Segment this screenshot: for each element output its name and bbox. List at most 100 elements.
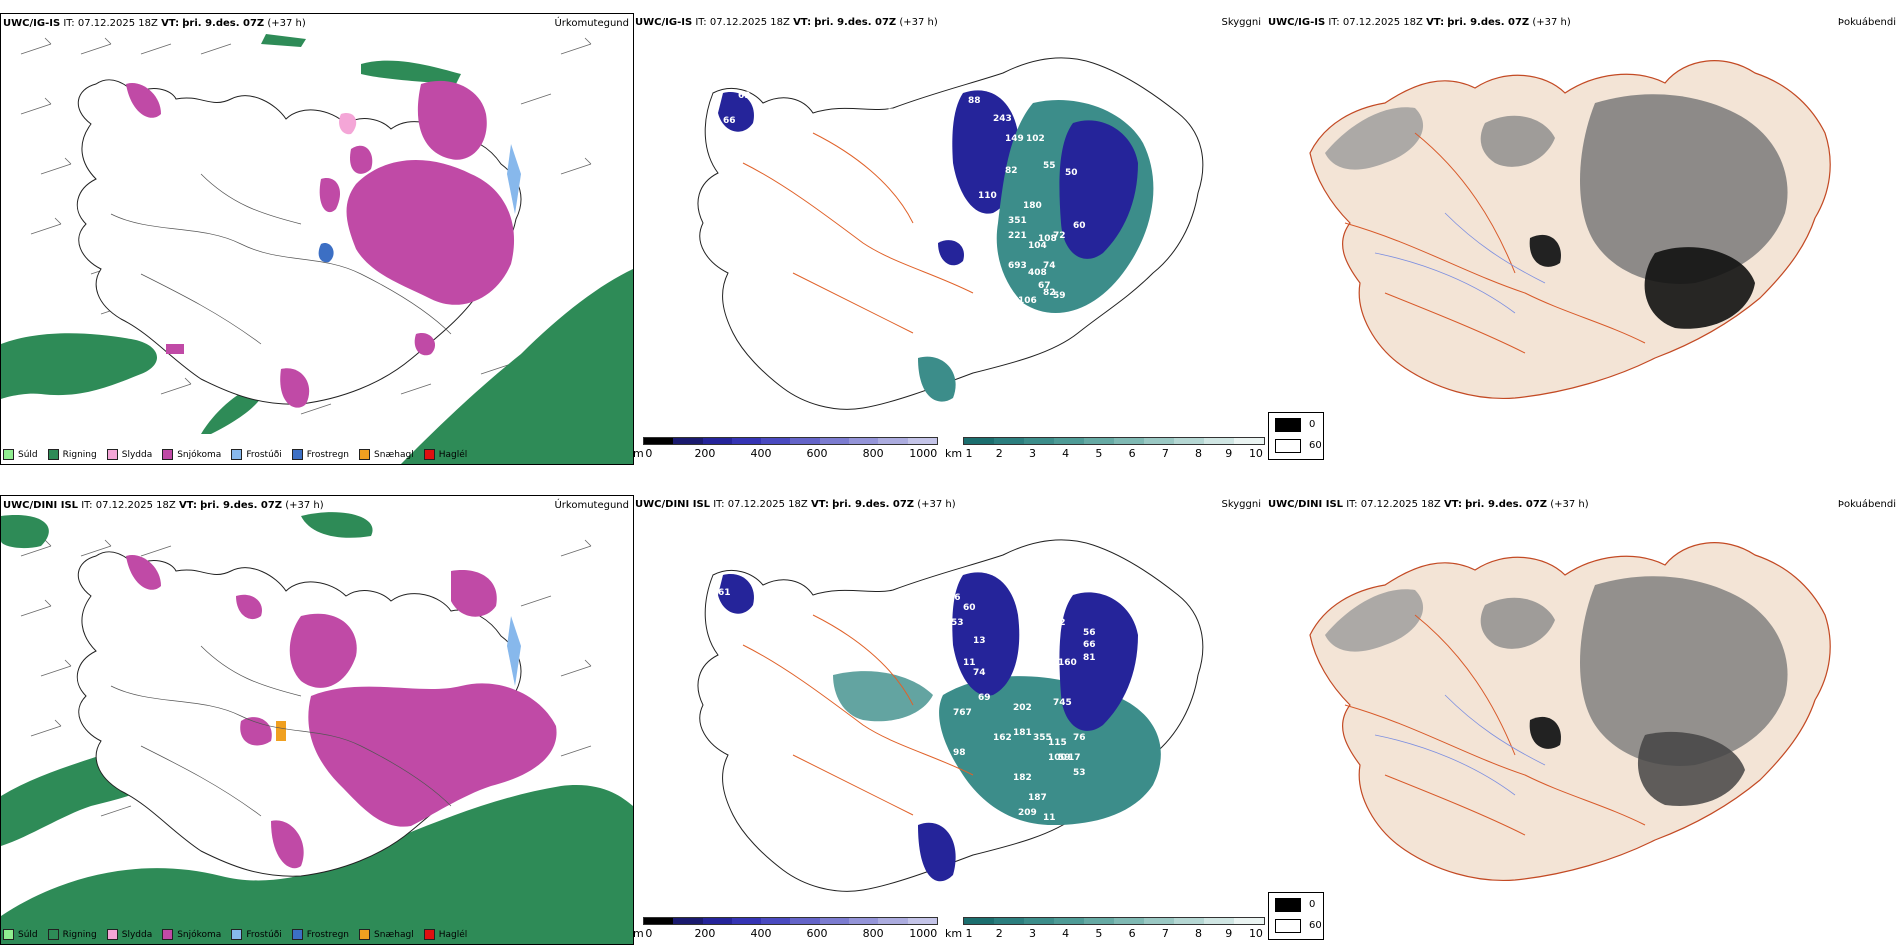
snow-area (308, 683, 557, 827)
cloud-map-top: 69 66 11 12 84 73 55 52 63 67 70 46 83 99 73 88 243 149 10… (633, 13, 1265, 463)
lead-time: (+37 h) (285, 500, 324, 511)
snow-area (280, 368, 310, 408)
snow-area (346, 160, 515, 305)
elevation-label: 74 (1043, 261, 1056, 271)
elevation-label: 355 (1033, 733, 1052, 743)
elevation-label: 61 (931, 588, 944, 598)
tick: 600 (806, 447, 828, 460)
legend-label: Súld (18, 929, 38, 940)
legend-label: Slydda (121, 449, 153, 460)
rain-area (301, 512, 373, 538)
tick: 8 (1195, 447, 1203, 460)
fog-high-label: 0 (1309, 899, 1316, 910)
rain-area (1, 785, 633, 944)
ptype-legend: Súld Rigning Slydda Snjókoma Frostúði Fr… (3, 449, 467, 460)
model-name: UWC/IG-IS (635, 17, 693, 28)
valid-time: þri. 9.des. 07Z (814, 17, 897, 28)
tick: 200 (694, 927, 716, 940)
swatch (359, 929, 371, 940)
visibility-colorbar-top: km 1 2 3 4 5 6 7 8 9 10 (945, 437, 1265, 467)
ptype-map-top: UWC/IG-IS IT: 07.12.2025 18Z VT: þri. 9.… (0, 13, 634, 465)
visibility-colorbar-bottom: km 1 2 3 4 5 6 7 8 9 10 (945, 917, 1265, 947)
elevation-label: 73 (913, 206, 926, 216)
elevation-label: 84 (801, 156, 814, 166)
fog-shading (1325, 589, 1424, 652)
map-header: UWC/DINI ISL IT: 07.12.2025 18Z VT: þri.… (3, 500, 324, 511)
tick: 8 (1195, 927, 1203, 940)
freezing-rain-area (318, 243, 334, 263)
legend-label: Frostúði (246, 449, 282, 460)
cloud-low-area (718, 574, 754, 614)
elevation-label: 221 (1008, 231, 1027, 241)
swatch (106, 449, 118, 460)
elevation-label: 74 (973, 668, 986, 678)
fog-shading (1644, 247, 1755, 329)
lead-time: (+37 h) (267, 18, 306, 29)
tick: 1000 (909, 447, 938, 460)
tick: 600 (806, 927, 828, 940)
elevation-label: 11 (1043, 813, 1056, 823)
fog-shading (1637, 731, 1745, 806)
sleet-area (339, 113, 357, 135)
fog-map-svg-top (1309, 60, 1831, 400)
elevation-label: 55 (901, 134, 914, 144)
rain-area (261, 34, 306, 47)
elevation-label: 17 (993, 833, 1006, 843)
fog-high-label: 0 (1309, 419, 1316, 430)
fog-high-swatch (1275, 418, 1301, 432)
fog-legend-bottom: 0 60 (1268, 892, 1324, 940)
elevation-label: 167 (1028, 573, 1047, 583)
tick: 9 (1225, 927, 1233, 940)
legend-label: Haglél (438, 449, 468, 460)
swatch (47, 929, 59, 940)
valid-time-label: VT: (810, 499, 829, 510)
elevation-label: 83 (968, 276, 981, 286)
swatch (106, 929, 118, 940)
tick: 1 (965, 927, 973, 940)
elevation-label: 11 (743, 136, 756, 146)
snow-area (240, 717, 272, 746)
snow-area (350, 145, 373, 174)
fog-map-bottom: Þokuábendi (1265, 495, 1900, 895)
legend-drizzle: Súld (3, 929, 38, 940)
snow-area (319, 178, 341, 213)
map-header: UWC/IG-IS IT: 07.12.2025 18Z VT: þri. 9.… (3, 18, 306, 29)
elevation-label: 59 (1058, 753, 1071, 763)
elevation-label: 67 (903, 186, 916, 196)
legend-sleet: Slydda (106, 449, 153, 460)
ptype-title: Úrkomutegund (554, 500, 629, 511)
legend-freezing-rain: Frostregn (291, 449, 349, 460)
elevation-label: 83 (918, 166, 931, 176)
legend-freezing-drizzle: Frostúði (231, 449, 282, 460)
elevation-label: 66 (1083, 640, 1096, 650)
swatch (3, 449, 14, 460)
elevation-label: 93 (753, 608, 766, 618)
elevation-label: 745 (1053, 698, 1072, 708)
legend-label: Snjókoma (177, 449, 222, 460)
elevation-label: 76 (1073, 733, 1086, 743)
elevation-label: 42 (1053, 618, 1066, 628)
legend-label: Snæhagl (374, 449, 414, 460)
elevation-label: 53 (1073, 768, 1086, 778)
snow-area (414, 333, 436, 356)
ptype-map-svg-bottom (1, 512, 633, 944)
legend-label: Haglél (438, 929, 468, 940)
swatch (291, 929, 303, 940)
legend-label: Snjókoma (177, 929, 222, 940)
elevation-label: 17 (1068, 753, 1081, 763)
tick: 4 (1062, 927, 1070, 940)
snow-area (236, 594, 262, 620)
elevation-label: 69 (738, 91, 751, 101)
elevation-label: 110 (978, 191, 997, 201)
fog-shading (1480, 115, 1555, 167)
elevation-label: 209 (1018, 808, 1037, 818)
cloud-low-area (938, 240, 964, 266)
legend-label: Frostúði (246, 929, 282, 940)
elevation-label: 75 (1033, 613, 1046, 623)
elevation-label: 63 (898, 171, 911, 181)
swatch (231, 929, 243, 940)
elevation-label: 88 (968, 96, 981, 106)
elevation-label: 84 (998, 346, 1011, 356)
tick: 2 (995, 927, 1003, 940)
